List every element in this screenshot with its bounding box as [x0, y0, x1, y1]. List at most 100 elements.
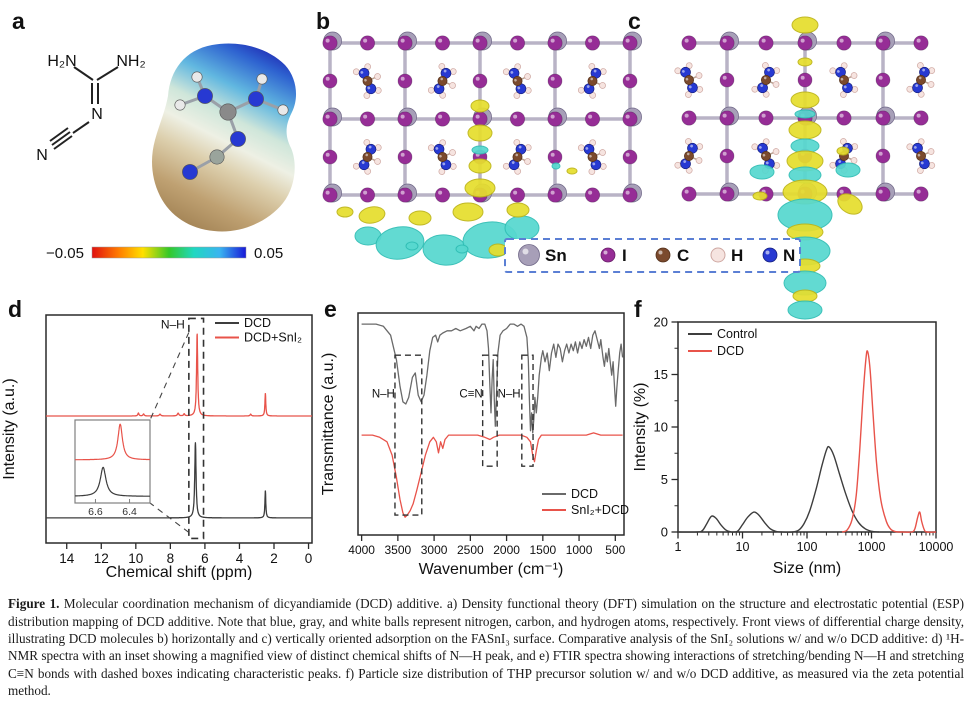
c-ball-icon — [655, 247, 671, 263]
atom-shine — [517, 86, 521, 90]
lattice-atom — [449, 68, 457, 75]
lattice-atom — [913, 35, 929, 51]
x-axis-label: Chemical shift (ppm) — [106, 564, 253, 580]
h-ball-icon — [710, 247, 726, 263]
lattice-atom — [502, 68, 510, 76]
charge-density-blob — [452, 202, 484, 222]
inset-leader-top — [149, 332, 190, 421]
atom-shine — [475, 38, 480, 43]
charge-density-blob — [375, 226, 425, 260]
lattice-atom — [772, 81, 780, 88]
atom-shine — [588, 38, 593, 43]
lattice-atom — [547, 149, 563, 165]
fa-cation — [751, 62, 781, 98]
band-annotation: N–H — [498, 388, 521, 400]
y-axis-label: Transmittance (a.u.) — [320, 353, 337, 496]
atom-shine — [515, 153, 519, 157]
lattice-atom — [599, 163, 607, 170]
atom-shine — [365, 153, 369, 157]
top-row-panels: H₂N NH₂ N N — [36, 16, 936, 320]
lattice-atom — [472, 35, 488, 51]
lattice-atom — [773, 162, 781, 169]
x-tick-label: 2000 — [493, 543, 520, 557]
data-curve — [841, 350, 937, 533]
lattice-atom — [685, 62, 693, 70]
atom-shine — [916, 189, 921, 194]
atom-shine — [688, 85, 692, 89]
triple-bond — [51, 131, 71, 146]
caption-tag: Figure 1. — [8, 596, 60, 612]
lattice-atom — [322, 73, 338, 89]
atom-shine — [585, 146, 589, 150]
atom-shine — [550, 190, 555, 195]
atom-shine — [684, 189, 689, 194]
x-tick-label: 1500 — [529, 543, 556, 557]
atom-shine — [681, 69, 685, 73]
inset-leader-bottom — [149, 502, 190, 533]
lattice-atom — [512, 76, 523, 86]
charge-density-blob — [408, 210, 432, 226]
atom-shine — [435, 146, 439, 150]
lattice-atom — [684, 138, 692, 145]
atom-shine — [550, 114, 555, 119]
lattice-atom — [762, 90, 770, 98]
c-atom — [209, 149, 225, 165]
lattice-atom — [397, 35, 413, 51]
lattice-atom — [514, 63, 522, 71]
atom-shine — [510, 70, 514, 74]
atom-shine — [625, 152, 630, 157]
charge-density-blob — [468, 158, 492, 174]
charge-density-blob — [455, 244, 469, 254]
lattice-atom — [397, 149, 413, 165]
atom-shine — [836, 69, 840, 73]
data-curve — [45, 442, 313, 519]
lattice-atom — [524, 158, 531, 165]
lattice-atom — [622, 149, 638, 165]
lattice-atom — [584, 111, 601, 127]
lattice-atom — [577, 144, 585, 152]
nitrile-n-label: N — [36, 147, 48, 164]
lattice-atom — [437, 76, 448, 86]
panel-label-b: b — [316, 8, 331, 34]
atom-shine — [838, 160, 842, 163]
atom-shine — [360, 70, 364, 74]
atom-legend-box — [504, 238, 801, 273]
atom-shine — [878, 189, 883, 194]
atom-shine — [683, 160, 687, 163]
atom-shine — [625, 38, 630, 43]
lattice-atom — [719, 110, 735, 126]
x-tick-label: 4000 — [348, 543, 375, 557]
lattice-atom — [761, 62, 769, 69]
lattice-atom — [514, 167, 522, 175]
atom-shine — [684, 38, 689, 43]
x-tick-label: 8 — [167, 551, 175, 566]
lattice-atom — [599, 68, 607, 75]
lattice-atom — [439, 91, 447, 99]
legend-label: SnI₂+DCD — [571, 503, 629, 517]
atom-shine — [513, 190, 518, 195]
amine-left-label: H₂N — [47, 53, 76, 70]
lattice-atom — [622, 35, 638, 51]
lattice-atom — [719, 72, 735, 88]
band-dash-box — [394, 354, 423, 516]
lattice-atom — [588, 63, 596, 70]
n-ball-icon — [762, 247, 778, 263]
panel-label-a: a — [12, 8, 25, 34]
atom-legend: Sn I C H N — [504, 238, 801, 273]
lattice-atom — [850, 72, 858, 79]
i-ball-shine — [603, 250, 608, 255]
x-tick-label: 1 — [675, 540, 682, 554]
lattice-atom — [927, 81, 935, 88]
c-atom — [219, 103, 237, 121]
lattice-atom — [761, 151, 771, 161]
lattice-atom — [875, 186, 891, 202]
atom-shine — [475, 76, 480, 81]
lattice-atom — [547, 111, 563, 127]
x-tick-label: 10 — [128, 551, 143, 566]
molecule-atoms — [174, 71, 289, 180]
charge-density-blob — [797, 57, 813, 67]
inset-tick-label: 6.6 — [88, 506, 103, 518]
charge-density-blob — [836, 146, 850, 156]
atom-shine — [840, 77, 844, 81]
lattice-atom — [719, 35, 735, 51]
